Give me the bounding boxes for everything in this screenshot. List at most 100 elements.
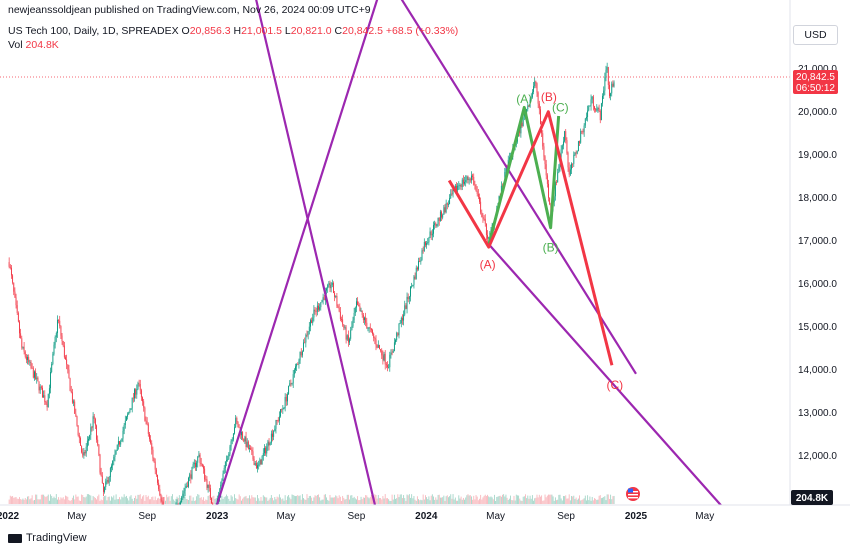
wave-green-line xyxy=(487,105,561,246)
candle-body xyxy=(192,464,194,468)
candle-body xyxy=(289,383,291,386)
volume-bar xyxy=(404,498,406,504)
volume-bar xyxy=(27,496,28,504)
volume-bar xyxy=(523,496,525,504)
candle-body xyxy=(470,175,472,181)
candle-body xyxy=(278,416,280,421)
volume-bar xyxy=(147,495,149,504)
candle-body xyxy=(430,231,432,236)
candle-body xyxy=(224,461,226,468)
volume-bar xyxy=(37,499,39,504)
volume-bar xyxy=(313,497,315,504)
elliott-waves[interactable]: (A)(B)(C)(A)(B)(C) xyxy=(447,90,623,392)
volume-bar xyxy=(108,496,110,504)
candle-body xyxy=(572,163,574,165)
candle-body xyxy=(382,355,384,361)
volume-bar xyxy=(257,494,258,504)
candle-body xyxy=(139,384,141,391)
candle-body xyxy=(607,67,609,85)
candle-body xyxy=(259,459,261,465)
volume-bar xyxy=(183,494,185,504)
volume-bar xyxy=(489,497,491,504)
candle-body xyxy=(403,314,405,321)
volume-bar xyxy=(374,494,376,504)
volume-bar xyxy=(157,498,158,504)
volume-bar xyxy=(289,497,291,504)
candle-body xyxy=(456,185,457,191)
candle-body xyxy=(351,326,353,331)
candle-body xyxy=(536,83,538,93)
volume-bar xyxy=(197,494,199,504)
trendline xyxy=(255,0,378,512)
candle-body xyxy=(390,352,392,355)
volume-bar xyxy=(132,500,134,504)
volume-bar xyxy=(242,498,244,504)
candle-body xyxy=(107,480,109,483)
symbol-title[interactable]: US Tech 100, Daily, 1D, SPREADEX xyxy=(8,25,179,37)
volume-bar xyxy=(35,494,37,504)
volume-bar xyxy=(40,494,42,504)
volume-bar xyxy=(508,498,510,504)
x-tick-label: May xyxy=(695,511,714,522)
volume-bar xyxy=(77,496,79,504)
candle-body xyxy=(89,435,91,439)
volume-bar xyxy=(451,498,453,504)
volume-bar xyxy=(21,499,23,504)
volume-bar xyxy=(315,496,317,504)
candle-body xyxy=(292,374,294,384)
volume-legend[interactable]: Vol 204.8K xyxy=(8,39,59,51)
volume-bar xyxy=(511,499,513,504)
candle-body xyxy=(577,141,579,152)
volume-bar xyxy=(334,497,336,504)
volume-bar xyxy=(243,497,245,504)
volume-bar xyxy=(487,494,488,504)
volume-bar xyxy=(335,495,337,504)
volume-bar xyxy=(345,499,347,504)
volume-bar xyxy=(582,499,584,504)
volume-bar xyxy=(124,496,126,504)
volume-bar xyxy=(435,497,437,504)
volume-bar xyxy=(280,497,281,504)
ohlc-legend[interactable]: US Tech 100, Daily, 1D, SPREADEX O20,856… xyxy=(8,25,458,37)
candle-body xyxy=(63,345,65,358)
volume-bar xyxy=(98,494,100,504)
volume-tag: 204.8K xyxy=(791,490,833,505)
volume-bar xyxy=(178,495,180,504)
volume-bar xyxy=(269,497,271,504)
volume-bar xyxy=(395,498,396,504)
candle-body xyxy=(100,472,102,476)
time-scale[interactable] xyxy=(0,505,790,525)
candle-body xyxy=(418,260,419,270)
us-flag-icon[interactable] xyxy=(626,487,640,501)
brand-name: TradingView xyxy=(26,532,87,544)
volume-bar xyxy=(312,500,314,504)
volume-bar xyxy=(358,500,360,504)
candle-body xyxy=(306,334,308,336)
volume-bar xyxy=(328,500,330,504)
candle-body xyxy=(78,435,80,439)
volume-bar xyxy=(137,494,139,504)
last-price-value: 20,842.5 xyxy=(796,72,835,83)
volume-bar xyxy=(260,496,262,504)
volume-bar xyxy=(500,496,502,504)
candle-body xyxy=(458,185,460,187)
footer-brand[interactable]: TradingView xyxy=(8,532,87,544)
candle-body xyxy=(482,217,484,219)
candle-body xyxy=(558,166,560,173)
candle-body xyxy=(65,357,66,360)
volume-bar xyxy=(367,497,369,504)
candle-body xyxy=(39,386,41,391)
candle-body xyxy=(207,484,209,488)
candle-body xyxy=(33,371,35,378)
candle-body xyxy=(584,118,586,126)
volume-bar xyxy=(29,499,31,504)
volume-bar xyxy=(28,496,30,504)
currency-button[interactable]: USD xyxy=(793,25,838,45)
volume-bar xyxy=(504,496,506,504)
candle-body xyxy=(362,314,364,321)
volume-bar xyxy=(381,499,383,504)
volume-bar xyxy=(169,500,171,504)
candle-body xyxy=(186,485,188,487)
volume-bar xyxy=(177,497,179,504)
